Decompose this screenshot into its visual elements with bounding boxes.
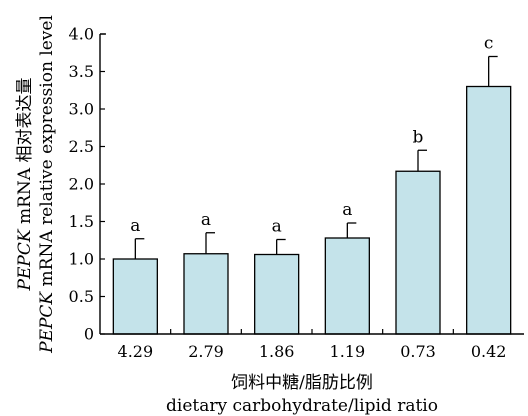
significance-label: a — [201, 210, 211, 230]
x-tick-label: 0.73 — [400, 342, 436, 361]
error-bars-layer — [134, 55, 498, 259]
y-axis-gene-name-en: PEPCK — [37, 291, 57, 354]
x-axis-title-chinese: 饲料中糖/脂肪比例 — [231, 373, 373, 393]
labels-layer: 0 0.5 1.0 1.5 2.0 2.5 3.0 3.5 4.0 a 4.29 a 2.79 a 1.86… — [69, 25, 507, 362]
significance-label: c — [484, 34, 494, 54]
x-tick-label: 2.79 — [188, 342, 224, 361]
x-tick-label: 4.29 — [118, 342, 154, 361]
significance-label: b — [413, 127, 424, 147]
x-axis-title-english: dietary carbohydrate/lipid ratio — [166, 396, 438, 416]
significance-label: a — [130, 216, 140, 236]
y-axis-title-chinese: PEPCK mRNA 相对表达量 — [15, 78, 35, 292]
bar — [324, 237, 370, 335]
bars-layer — [112, 85, 512, 335]
bar — [254, 253, 300, 335]
y-axis-title-english: PEPCK mRNA relative expression level — [37, 15, 57, 354]
bar — [183, 253, 229, 335]
significance-label: a — [342, 200, 352, 220]
x-tick-label: 0.42 — [471, 342, 507, 361]
y-axis-title-chinese-rest: mRNA 相对表达量 — [15, 78, 35, 230]
y-axis-title-english-rest: mRNA relative expression level — [37, 15, 57, 292]
y-tick-label: 4.0 — [69, 25, 94, 44]
x-tick-label: 1.86 — [259, 342, 295, 361]
y-tick-label: 2.0 — [69, 175, 94, 194]
y-tick-label: 1.5 — [69, 212, 94, 231]
ticks-layer — [100, 33, 454, 335]
bar — [112, 258, 158, 335]
y-tick-label: 2.5 — [69, 137, 94, 156]
y-axis-gene-name: PEPCK — [15, 228, 35, 291]
y-tick-label: 3.0 — [69, 100, 94, 119]
bar — [466, 85, 512, 335]
y-tick-label: 3.5 — [69, 62, 94, 81]
significance-label: a — [272, 217, 282, 237]
y-tick-label: 0 — [84, 325, 94, 344]
x-tick-label: 1.19 — [330, 342, 366, 361]
bar — [395, 170, 441, 335]
axes-layer — [99, 33, 524, 335]
y-tick-label: 1.0 — [69, 250, 94, 269]
y-tick-label: 0.5 — [69, 287, 94, 306]
